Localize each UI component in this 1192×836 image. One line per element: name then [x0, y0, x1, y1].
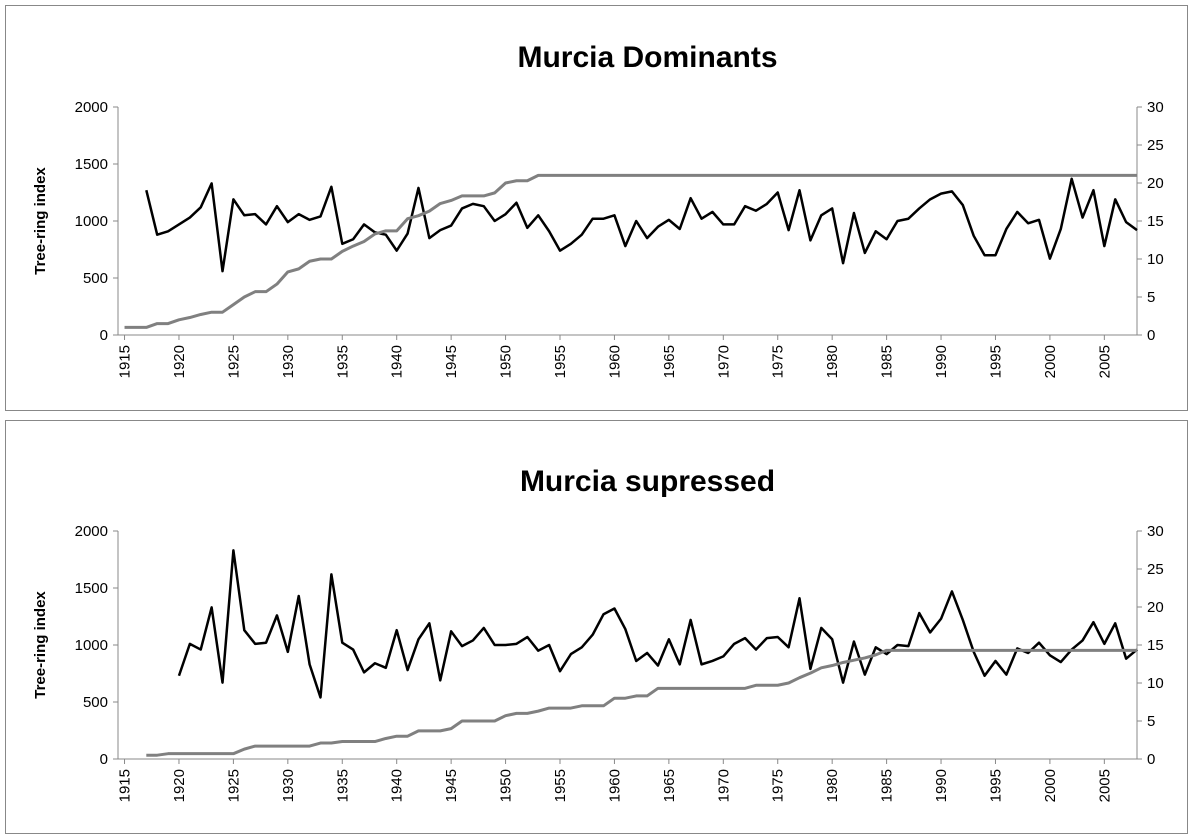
x-tick-label: 1930 [280, 345, 297, 378]
x-tick-label: 1980 [824, 345, 841, 378]
x-tick-label: 1920 [171, 345, 188, 378]
series-line [124, 173, 1137, 329]
x-tick-label: 2000 [1042, 769, 1059, 802]
y2-tick-label: 20 [1147, 599, 1164, 616]
x-tick-label: 1935 [334, 769, 351, 802]
x-tick-label: 1945 [443, 769, 460, 802]
x-tick-label: 2005 [1096, 769, 1113, 802]
x-tick-label: 1985 [879, 345, 896, 378]
x-tick-label: 1930 [280, 769, 297, 802]
x-tick-label: 1920 [171, 769, 188, 802]
y2-tick-label: 30 [1147, 523, 1164, 540]
y-tick-label: 500 [83, 270, 108, 287]
y-tick-label: 1000 [75, 213, 108, 230]
chart-title: Murcia supressed [520, 465, 775, 498]
x-tick-label: 1935 [334, 345, 351, 378]
x-tick-label: 1925 [225, 345, 242, 378]
x-tick-label: 1980 [824, 769, 841, 802]
x-tick-label: 1955 [552, 769, 569, 802]
x-tick-label: 1960 [606, 345, 623, 378]
y-tick-label: 0 [100, 327, 108, 344]
x-tick-label: 1940 [389, 769, 406, 802]
y2-tick-label: 25 [1147, 137, 1164, 154]
y2-tick-label: 15 [1147, 637, 1164, 654]
x-tick-label: 1915 [117, 769, 134, 802]
y-tick-label: 1500 [75, 156, 108, 173]
y-axis-label: Tree-ring index [32, 591, 49, 699]
x-tick-label: 1965 [661, 345, 678, 378]
x-tick-label: 1975 [770, 345, 787, 378]
chart-title: Murcia Dominants [517, 41, 777, 74]
x-tick-label: 1995 [987, 769, 1004, 802]
y2-tick-label: 5 [1147, 713, 1155, 730]
y-axis-label: Tree-ring index [32, 167, 49, 275]
x-tick-label: 1960 [606, 769, 623, 802]
x-tick-label: 2000 [1042, 345, 1059, 378]
x-tick-label: 1945 [443, 345, 460, 378]
y2-tick-label: 30 [1147, 99, 1164, 116]
y2-tick-label: 10 [1147, 675, 1164, 692]
x-tick-label: 1970 [715, 769, 732, 802]
y-tick-label: 2000 [75, 523, 108, 540]
x-tick-label: 1985 [879, 769, 896, 802]
x-tick-label: 1975 [770, 769, 787, 802]
x-tick-label: 2005 [1096, 345, 1113, 378]
x-tick-label: 1915 [117, 345, 134, 378]
x-tick-label: 1995 [987, 345, 1004, 378]
x-tick-label: 1925 [225, 769, 242, 802]
y-tick-label: 500 [83, 694, 108, 711]
x-tick-label: 1940 [389, 345, 406, 378]
x-tick-label: 1970 [715, 345, 732, 378]
chart-frame [5, 5, 1188, 411]
y2-tick-label: 10 [1147, 251, 1164, 268]
y-tick-label: 1000 [75, 637, 108, 654]
x-tick-label: 1950 [498, 345, 515, 378]
series-line [145, 177, 1138, 273]
y2-tick-label: 15 [1147, 213, 1164, 230]
y-tick-label: 0 [100, 751, 108, 768]
x-tick-label: 1990 [933, 769, 950, 802]
y-tick-label: 1500 [75, 580, 108, 597]
y2-tick-label: 0 [1147, 751, 1155, 768]
series-line [177, 549, 1138, 699]
x-tick-label: 1990 [933, 345, 950, 378]
x-tick-label: 1955 [552, 345, 569, 378]
x-tick-label: 1965 [661, 769, 678, 802]
y2-tick-label: 20 [1147, 175, 1164, 192]
y2-tick-label: 5 [1147, 289, 1155, 306]
x-tick-label: 1950 [498, 769, 515, 802]
series-line [146, 648, 1137, 757]
y2-tick-label: 25 [1147, 561, 1164, 578]
y-tick-label: 2000 [75, 99, 108, 116]
y2-tick-label: 0 [1147, 327, 1155, 344]
chart-frame [5, 420, 1188, 834]
